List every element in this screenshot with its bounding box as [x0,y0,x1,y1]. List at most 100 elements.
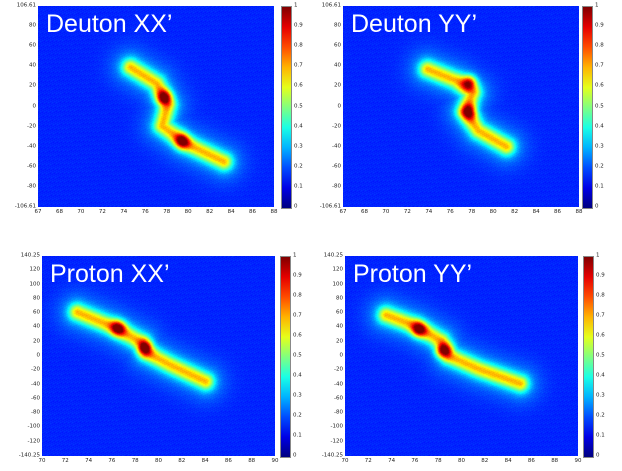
y-tick-label: 120 [332,266,344,273]
y-tick-label: -20 [334,366,343,373]
colorbar-tick-label: 0 [294,203,298,210]
x-tick-label: 78 [468,209,476,215]
x-tick-label: 86 [554,209,562,215]
colorbar-tick-label: 0.9 [293,272,302,279]
x-tick-label: 88 [270,209,278,215]
x-tick-label: 84 [227,209,235,215]
x-tick-label: 82 [511,209,519,215]
x-tick-label: 74 [120,209,128,215]
x-tick-label: 67 [339,209,347,215]
y-tick-label: 40 [336,323,343,330]
y-tick-label: -100 [330,423,343,430]
y-tick-label: 140.25 [20,252,40,259]
y-tick-label: 0 [32,102,37,109]
x-tick-label: 82 [481,458,489,464]
colorbar [582,6,593,209]
y-tick-label: 60 [29,42,36,49]
x-tick-label: 74 [85,458,93,464]
x-tick-label: 82 [178,458,186,464]
y-tick-label: 80 [336,295,343,302]
colorbar-tick-label: 0.8 [596,292,605,299]
heatmap-area: Deuton YY’ [343,6,579,207]
x-tick-label: 76 [108,458,116,464]
y-tick-label: -60 [31,395,40,402]
x-tick-label: 84 [201,458,209,464]
y-tick-label: 20 [29,82,36,89]
colorbar-tick-label: 0 [595,203,599,210]
y-tick-label: 106.61 [16,2,36,9]
colorbar-tick-label: 0 [596,452,600,459]
x-tick-label: 90 [271,458,279,464]
y-tick-label: -106.61 [14,203,36,210]
x-tick-label: 70 [341,458,349,464]
colorbar-tick-label: 0.1 [596,432,605,439]
y-tick-label: 40 [33,323,40,330]
colorbar-tick-label: 0.3 [293,392,302,399]
x-tick-label: 78 [131,458,139,464]
colorbar-tick-label: 0.7 [293,312,302,319]
colorbar-tick-label: 0.1 [293,432,302,439]
colorbar-tick-label: 0.5 [293,352,302,359]
colorbar-tick-label: 0 [293,452,297,459]
heatmap-canvas [343,6,579,207]
y-tick-label: 20 [33,337,40,344]
colorbar [281,6,292,209]
y-tick-label: 20 [334,82,341,89]
colorbar-tick-label: 0.4 [595,122,604,129]
y-tick-label: -40 [334,380,343,387]
y-tick-label: -20 [332,122,341,129]
y-tick-label: 120 [29,266,41,273]
y-tick-label: -140.25 [321,452,343,459]
colorbar-tick-label: 0.1 [294,183,303,190]
x-tick-label: 84 [504,458,512,464]
panel-deuton-yy: Deuton YY’ 106.61 80 60 40 20 0 -20 -40 -60 -80 -1… [0,0,622,220]
x-tick-label: 80 [155,458,162,464]
colorbar-tick-label: 0.2 [293,412,302,419]
y-tick-label: 100 [29,280,41,287]
x-tick-label: 82 [206,209,214,215]
x-tick-label: 67 [34,209,42,215]
y-tick-label: -120 [330,437,343,444]
x-tick-label: 68 [55,209,63,215]
y-tick-label: 80 [33,295,40,302]
y-tick-label: -20 [31,366,40,373]
y-tick-label: 106.61 [321,2,341,9]
x-tick-label: 86 [527,458,535,464]
x-tick-label: 72 [98,209,106,215]
heatmap-canvas [345,256,578,456]
x-tick-label: 78 [163,209,171,215]
colorbar-tick-label: 0.6 [595,82,604,89]
x-tick-label: 86 [224,458,232,464]
colorbar-tick-label: 0.3 [294,142,303,149]
panel-proton-xx: Proton XX’ 140.25 120 100 80 60 40 20 0 -20 -40 -6… [0,0,310,471]
heatmap-canvas [42,256,275,456]
colorbar-tick-label: 1 [596,252,600,259]
y-tick-label: 60 [33,309,40,316]
colorbar-tick-label: 0.1 [595,183,604,190]
x-tick-label: 88 [551,458,559,464]
y-tick-label: 20 [336,337,343,344]
colorbar-tick-label: 0.6 [293,332,302,339]
colorbar-tick-label: 0.6 [294,82,303,89]
colorbar-tick-label: 0.2 [294,163,303,170]
y-tick-label: -106.61 [319,203,341,210]
colorbar [583,256,594,458]
y-tick-label: -60 [332,163,341,170]
colorbar-tick-label: 0.8 [293,292,302,299]
heatmap-area: Deuton XX’ [38,6,274,207]
y-tick-label: -60 [27,163,36,170]
y-tick-label: -60 [334,395,343,402]
colorbar-tick-label: 1 [294,2,298,9]
colorbar-tick-label: 0.5 [595,102,604,109]
y-tick-label: -100 [27,423,40,430]
colorbar-tick-label: 0.4 [596,372,605,379]
y-tick-label: 80 [29,22,36,29]
y-tick-label: -40 [31,380,40,387]
x-tick-label: 74 [425,209,433,215]
y-tick-label: 100 [332,280,344,287]
y-tick-label: -40 [332,142,341,149]
colorbar-tick-label: 0.5 [596,352,605,359]
x-tick-label: 88 [575,209,583,215]
chart-title: Proton YY’ [353,260,473,288]
colorbar-tick-label: 0.7 [595,62,604,69]
